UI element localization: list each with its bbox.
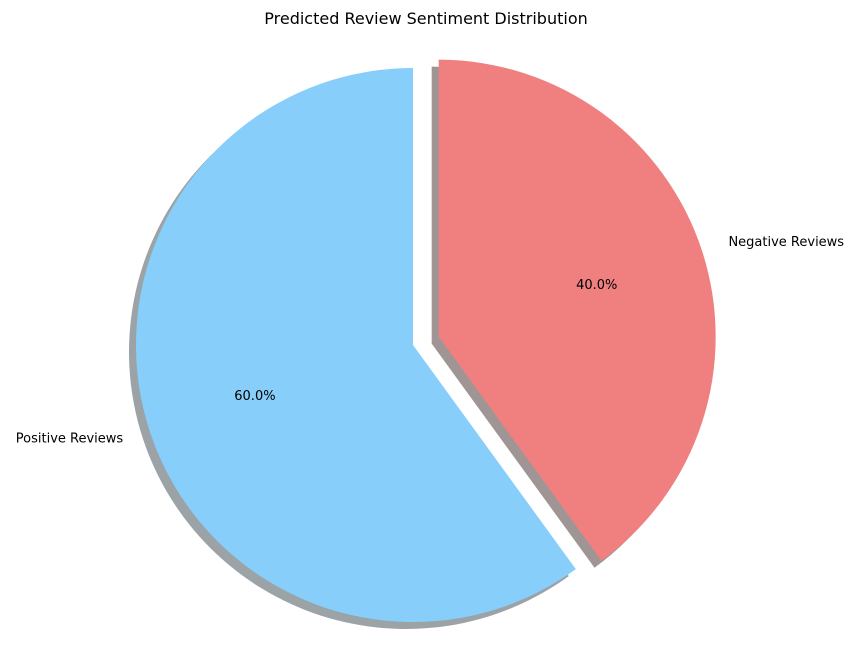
pie-category-label-positive-reviews: Positive Reviews xyxy=(16,432,124,447)
pie-slice-layer xyxy=(135,59,716,622)
pie-slice-negative-reviews xyxy=(438,59,716,561)
chart-title: Predicted Review Sentiment Distribution xyxy=(264,9,588,28)
pie-category-label-negative-reviews: Negative Reviews xyxy=(728,235,844,250)
pie-pct-label-negative-reviews: 40.0% xyxy=(576,278,617,293)
pie-pct-label-positive-reviews: 60.0% xyxy=(234,389,275,404)
pie-slice-positive-reviews xyxy=(135,68,576,622)
pie-label-layer: 60.0% Positive Reviews 40.0% Negative Revie… xyxy=(16,235,845,447)
